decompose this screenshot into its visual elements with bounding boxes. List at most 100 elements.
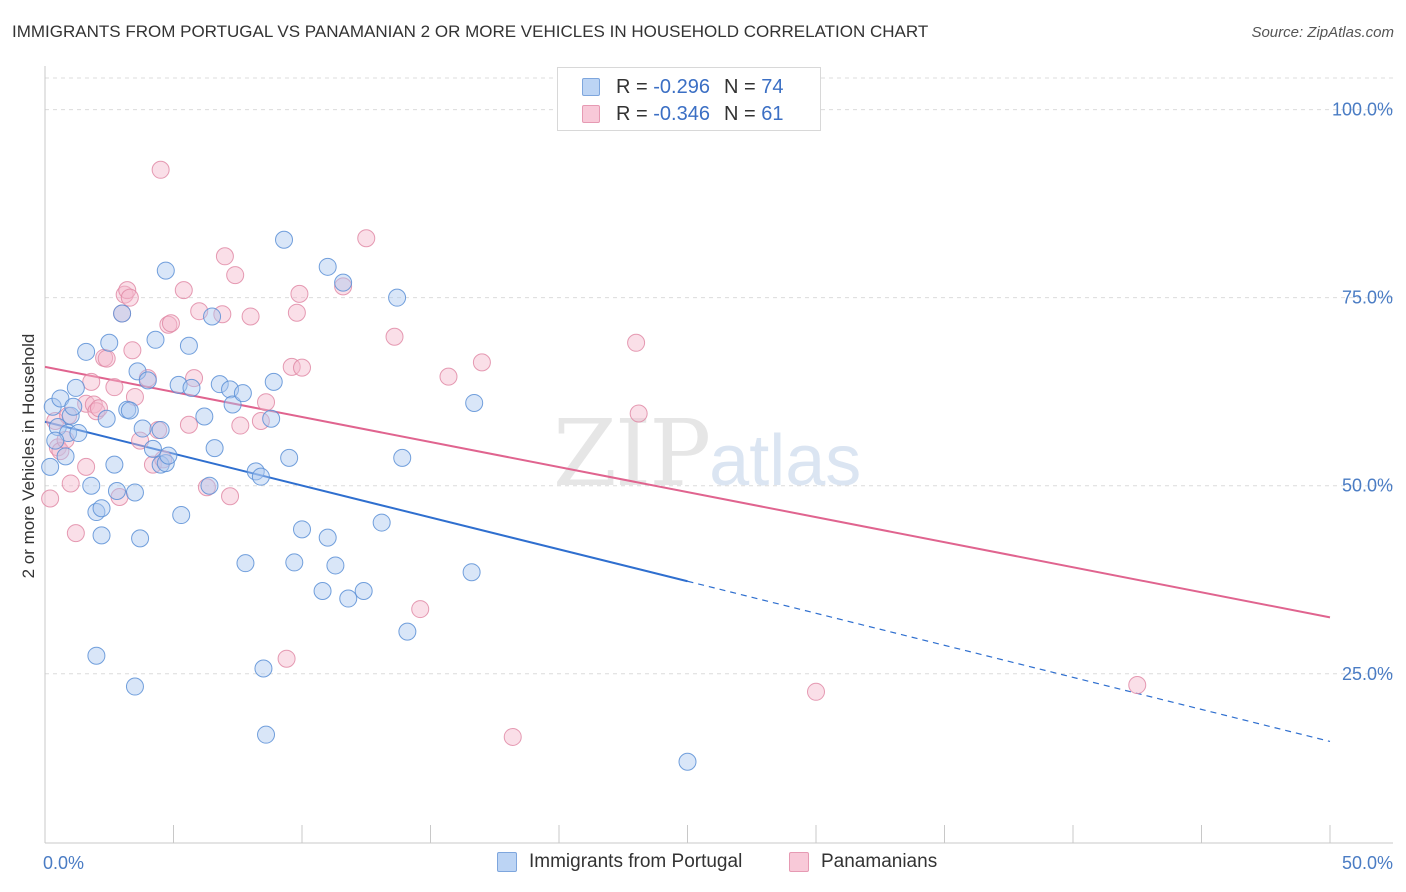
panamanians-point [151, 160, 170, 179]
portugal-point [159, 446, 178, 465]
portugal-point [105, 455, 124, 474]
portugal-point [138, 371, 157, 390]
portugal-point [398, 622, 417, 641]
data-points [41, 160, 1147, 771]
panamanians-point [105, 378, 124, 397]
n-label: N = [723, 102, 756, 125]
panamanians-point [277, 649, 296, 668]
panamanians-point [61, 474, 80, 493]
legend-item-panamanians: Panamanians [789, 851, 937, 873]
panamanians-point [257, 393, 276, 412]
portugal-point [46, 431, 65, 450]
panamanians-swatch [789, 852, 809, 872]
legend-row-panamanians: R = -0.346 N = 61 [582, 101, 783, 127]
panamanians-point [120, 288, 139, 307]
axes [44, 66, 1393, 844]
panamanians-point [97, 349, 116, 368]
panamanians-point [123, 341, 142, 360]
portugal-point [82, 476, 101, 495]
portugal-point [41, 457, 60, 476]
legend-label: Panamanians [821, 851, 938, 872]
grid-lines [45, 77, 1393, 675]
panamanians-point [282, 357, 301, 376]
portugal-trend-extension [687, 580, 1331, 743]
legend-label: Immigrants from Portugal [529, 851, 743, 872]
panamanians-point [118, 281, 137, 300]
portugal-point [182, 378, 201, 397]
portugal-point [251, 467, 270, 486]
panamanians-point [82, 372, 101, 391]
portugal-point [146, 330, 165, 349]
portugal-point [205, 439, 224, 458]
correlation-legend: R = -0.296 N = 74 R = -0.346 N = 61 [557, 67, 821, 131]
y-tick-label: 50.0% [1342, 476, 1393, 496]
portugal-point [100, 333, 119, 352]
portugal-point [48, 418, 67, 437]
n-value: 74 [761, 75, 784, 98]
panamanians-point [241, 307, 260, 326]
portugal-point [87, 646, 106, 665]
portugal-point [334, 273, 353, 292]
portugal-point [339, 589, 358, 608]
portugal-point [143, 439, 162, 458]
n-label: N = [723, 75, 756, 98]
portugal-point [275, 230, 294, 249]
panamanians-point [231, 416, 250, 435]
portugal-point [179, 336, 198, 355]
panamanians-point [385, 327, 404, 346]
panamanians-trend-line [44, 365, 1331, 619]
portugal-point [354, 582, 373, 601]
portugal-point [462, 563, 481, 582]
portugal-point [156, 454, 175, 473]
portugal-point [393, 448, 412, 467]
portugal-point [203, 307, 222, 326]
n-value: 61 [761, 102, 784, 125]
portugal-point [262, 409, 281, 428]
portugal-swatch [497, 852, 517, 872]
panamanians-point [226, 266, 245, 285]
portugal-swatch [582, 78, 600, 96]
portugal-point [113, 304, 132, 323]
portugal-point [172, 506, 191, 525]
y-tick-label: 75.0% [1342, 288, 1393, 308]
portugal-point [66, 378, 85, 397]
panamanians-point [334, 277, 353, 296]
panamanians-point [174, 281, 193, 300]
portugal-point [210, 375, 229, 394]
panamanians-point [179, 415, 198, 434]
portugal-point [264, 372, 283, 391]
portugal-point [293, 520, 311, 539]
portugal-point [92, 499, 111, 518]
portugal-point [388, 288, 407, 307]
panamanians-point [51, 442, 70, 461]
portugal-point [77, 342, 96, 361]
panamanians-point [411, 600, 430, 619]
panamanians-point [439, 367, 458, 386]
portugal-point [64, 397, 83, 416]
panamanians-point [627, 333, 646, 352]
portugal-point [285, 553, 304, 572]
watermark-zip: ZIP [553, 400, 711, 507]
watermark: ZIPatlas [553, 400, 861, 507]
portugal-point [313, 582, 332, 601]
portugal-point [200, 476, 219, 495]
legend-item-portugal: Immigrants from Portugal [497, 851, 742, 873]
x-tick-label: 0.0% [43, 853, 84, 873]
panamanians-point [807, 682, 825, 701]
panamanians-point [629, 404, 648, 423]
portugal-point [233, 384, 252, 403]
portugal-point [318, 528, 337, 547]
r-label: R = [616, 75, 648, 98]
portugal-point [372, 513, 391, 532]
watermark-atlas: atlas [709, 421, 862, 501]
panamanians-point [131, 431, 150, 450]
panamanians-point [89, 399, 108, 418]
portugal-point [318, 257, 337, 276]
panamanians-point [143, 455, 162, 474]
y-tick-label: 100.0% [1332, 100, 1393, 120]
portugal-point [254, 659, 273, 678]
panamanians-point [290, 284, 309, 303]
panamanians-point [1128, 676, 1147, 695]
r-label: R = [616, 102, 648, 125]
